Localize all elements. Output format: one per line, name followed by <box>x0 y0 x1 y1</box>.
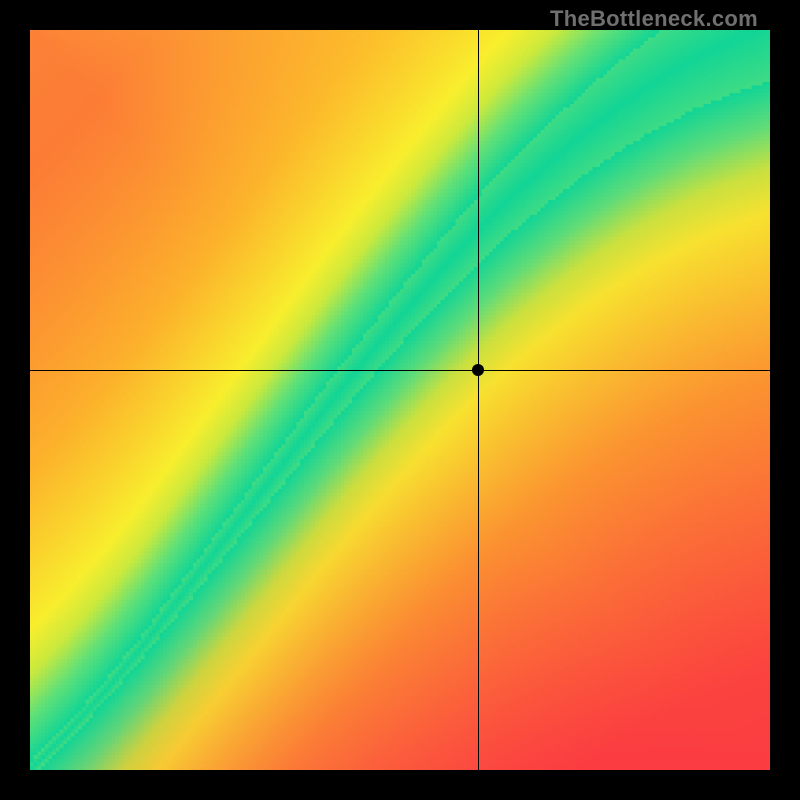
crosshair-horizontal <box>30 370 770 371</box>
crosshair-vertical <box>478 30 479 770</box>
heatmap-canvas <box>30 30 770 770</box>
marker-dot <box>472 364 484 376</box>
plot-area <box>30 30 770 770</box>
watermark-text: TheBottleneck.com <box>550 6 758 32</box>
chart-container: TheBottleneck.com <box>0 0 800 800</box>
